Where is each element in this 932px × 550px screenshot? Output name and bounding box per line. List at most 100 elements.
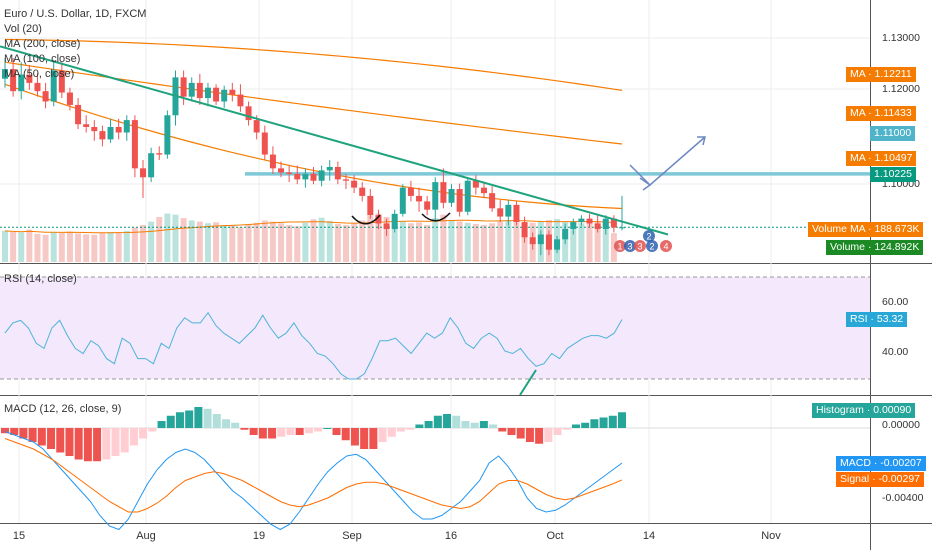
candle-body: [342, 179, 349, 181]
macd-line: [4, 431, 623, 531]
volume-bar: [278, 223, 285, 262]
histogram-bar: [83, 428, 92, 462]
candle-body: [123, 120, 130, 133]
volume-bar: [302, 222, 309, 262]
histogram-bar: [249, 428, 258, 435]
histogram-bar: [56, 428, 65, 453]
volume-bar: [472, 223, 479, 262]
last-price-tag: 1.10225: [870, 167, 916, 182]
event-marker: [660, 240, 672, 252]
volume-bar: [334, 223, 341, 262]
price-tick: 1.12000: [882, 83, 920, 95]
candle-body: [326, 166, 333, 171]
event-marker-label: 1: [617, 242, 622, 252]
time-tick: Nov: [761, 530, 781, 542]
volume-bar: [196, 221, 203, 262]
histogram-bar: [185, 410, 194, 428]
histogram-bar: [323, 428, 332, 429]
volume-bar: [367, 215, 374, 262]
candle-body: [213, 87, 220, 102]
volume-bar: [140, 225, 147, 262]
candle-body: [245, 106, 252, 121]
histogram-bar: [618, 412, 626, 428]
volume-bar: [221, 225, 228, 262]
event-marker-label: 3: [627, 242, 632, 252]
volume-bar: [66, 231, 73, 262]
volume-bar: [570, 222, 577, 262]
volume-bar: [505, 220, 512, 262]
candle-body: [480, 187, 487, 194]
candle-body: [75, 104, 82, 125]
volume-bar: [448, 220, 455, 262]
histogram-bar: [19, 428, 28, 439]
volume-bar: [2, 230, 8, 262]
projection-path: [629, 136, 706, 187]
candle-body: [497, 208, 504, 217]
event-marker: [643, 230, 655, 242]
candle-body: [2, 69, 8, 79]
volume-bar: [391, 219, 398, 262]
volume-bar: [610, 233, 617, 262]
trendline: [0, 45, 669, 236]
candle-body: [489, 193, 496, 209]
volume-bar: [359, 220, 366, 262]
candle-body: [294, 173, 301, 180]
candle-body: [26, 74, 33, 83]
candle-body: [424, 201, 431, 210]
histogram-bar: [443, 414, 452, 428]
histogram-bar: [415, 424, 424, 428]
candle-body: [34, 82, 41, 92]
volume-bar: [351, 222, 358, 262]
volume-bar: [75, 233, 82, 262]
volume-bar: [253, 222, 260, 262]
histogram-bar: [65, 428, 74, 456]
volume-bar: [123, 230, 130, 262]
ma50-legend: MA (50, close): [4, 68, 75, 80]
candle-body: [269, 154, 276, 169]
histogram-bar: [452, 415, 461, 428]
candle-body: [456, 189, 463, 212]
volume-bar: [42, 234, 49, 262]
histogram-bar: [212, 414, 221, 428]
histogram-bar: [498, 428, 507, 432]
volume-bar: [342, 225, 349, 262]
rsi-tick: 60.00: [882, 296, 909, 308]
volume-bar: [213, 222, 220, 262]
histogram-bar: [461, 421, 470, 428]
candle-body: [131, 120, 138, 169]
rsi-trendline: [519, 369, 537, 396]
volume-bar: [115, 232, 122, 262]
histogram-bar: [544, 428, 553, 442]
histogram-bar: [535, 428, 544, 444]
volume-bar: [586, 222, 593, 262]
candle-body: [391, 213, 398, 229]
candle-body: [302, 173, 309, 180]
macd-legend: MACD (12, 26, close, 9): [4, 403, 122, 415]
projection-arrowhead: [697, 136, 706, 146]
candle-body: [310, 173, 317, 181]
candle-body: [58, 70, 65, 93]
price-tick: 1.13000: [882, 32, 920, 44]
histogram-bar: [268, 428, 277, 439]
volume-tag: Volume · 124.892K: [826, 240, 924, 255]
volume-bar: [456, 221, 463, 262]
volume-bar: [310, 219, 317, 262]
volume-bar: [229, 225, 236, 262]
histogram-bar: [562, 428, 571, 430]
volume-bar: [50, 232, 57, 262]
histogram-bar: [470, 422, 479, 428]
candle-body: [237, 94, 244, 107]
histogram-bar: [304, 428, 313, 434]
volume-bar: [261, 220, 268, 262]
histogram-bar: [129, 428, 138, 446]
volume-bar: [480, 225, 487, 262]
histogram-bar: [139, 428, 148, 439]
histogram-bar: [507, 428, 516, 435]
volume-ma-tag: Volume MA · 188.673K: [808, 222, 924, 237]
candle-body: [586, 218, 593, 224]
histogram-bar: [599, 417, 608, 428]
histogram-bar: [203, 408, 212, 428]
candle-body: [221, 89, 228, 102]
volume-bar: [489, 223, 496, 262]
